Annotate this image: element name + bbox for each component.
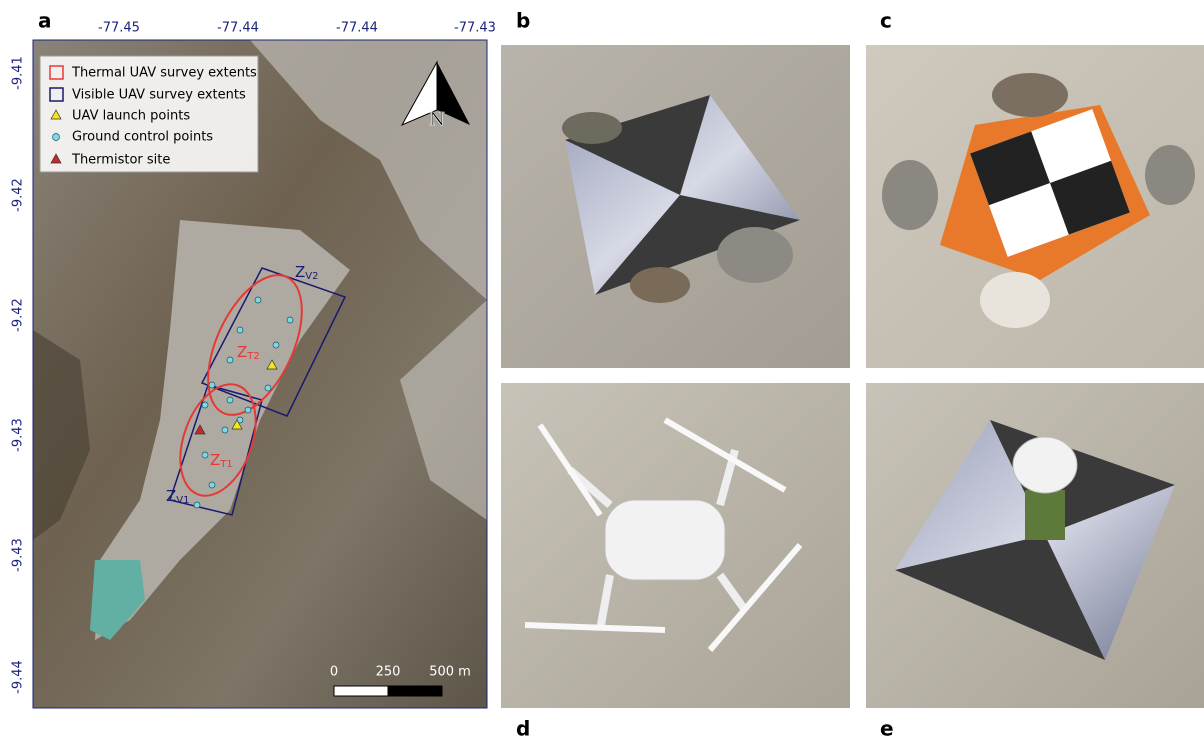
- panel-label: c: [880, 9, 892, 33]
- lon-tick: -77.45: [98, 21, 140, 36]
- photo-d: [501, 383, 850, 708]
- legend-label: Thermistor site: [71, 153, 170, 168]
- panel-label: b: [516, 9, 530, 33]
- lat-tick: -9.43: [11, 538, 26, 572]
- legend-label: UAV launch points: [72, 109, 190, 124]
- lon-tick: -77.44: [217, 21, 259, 36]
- photo-c: [866, 45, 1204, 368]
- north-arrow: N: [400, 60, 470, 130]
- lon-tick: -77.43: [454, 21, 496, 36]
- legend-label: Ground control points: [72, 130, 213, 145]
- legend-label: Visible UAV survey extents: [72, 88, 246, 103]
- ground-control-points: [193, 296, 294, 509]
- zone-label: ZV2: [295, 263, 318, 283]
- panel-label: e: [880, 717, 894, 741]
- panel-label: a: [38, 9, 52, 33]
- map-frame: [32, 39, 488, 709]
- panel-label: d: [516, 717, 530, 741]
- photo-b: [501, 45, 850, 368]
- thermistor-site: [194, 424, 206, 435]
- zone-label: ZV1: [166, 487, 189, 507]
- lat-tick: -9.42: [11, 178, 26, 212]
- scale-bar: 0 250 500 m: [330, 665, 471, 697]
- lon-tick: -77.44: [336, 21, 378, 36]
- lat-tick: -9.41: [11, 56, 26, 90]
- lat-tick: -9.43: [11, 418, 26, 452]
- north-label: N: [429, 109, 445, 130]
- photo-e: [866, 383, 1204, 708]
- scale-label: 0: [330, 665, 338, 680]
- scale-label: 250: [376, 665, 401, 680]
- scale-label: 500 m: [429, 665, 471, 680]
- lat-tick: -9.42: [11, 298, 26, 332]
- zone-label: ZT2: [237, 343, 260, 363]
- legend: Thermal UAV survey extents Visible UAV s…: [39, 55, 259, 173]
- survey-extents: [169, 267, 347, 516]
- zone-label: ZT1: [210, 451, 233, 471]
- launch-point: [231, 419, 243, 430]
- launch-point: [266, 359, 278, 370]
- lat-tick: -9.44: [11, 660, 26, 694]
- legend-label: Thermal UAV survey extents: [71, 66, 257, 81]
